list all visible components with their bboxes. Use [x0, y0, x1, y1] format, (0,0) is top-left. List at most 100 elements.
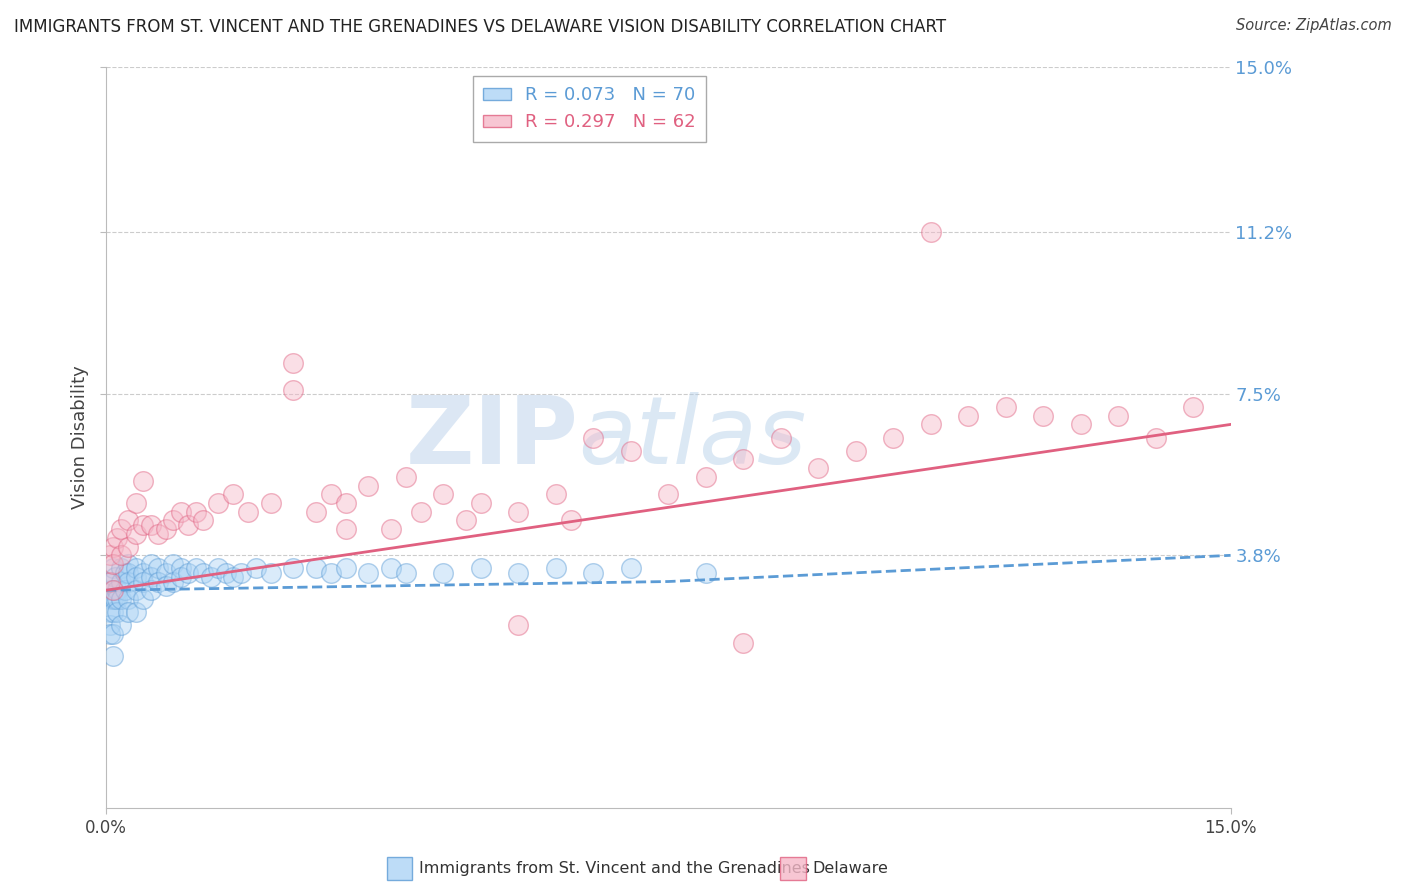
- Point: [103, 627, 125, 641]
- Point: [105, 583, 128, 598]
- Point: [1107, 409, 1129, 423]
- Point: [103, 583, 125, 598]
- Y-axis label: Vision Disability: Vision Disability: [72, 366, 89, 509]
- Point: [132, 566, 155, 580]
- Point: [222, 487, 245, 501]
- Point: [98, 549, 121, 563]
- Point: [260, 566, 283, 580]
- Point: [155, 579, 177, 593]
- Point: [200, 570, 222, 584]
- Point: [98, 592, 121, 607]
- Point: [148, 561, 170, 575]
- Point: [432, 566, 454, 580]
- Point: [470, 561, 492, 575]
- Point: [103, 592, 125, 607]
- Point: [769, 430, 792, 444]
- Point: [117, 566, 139, 580]
- Point: [98, 583, 121, 598]
- Point: [104, 570, 127, 584]
- Point: [319, 566, 342, 580]
- Point: [162, 574, 184, 589]
- Point: [184, 561, 207, 575]
- Point: [103, 557, 125, 571]
- Point: [98, 618, 121, 632]
- Point: [139, 517, 162, 532]
- Point: [508, 566, 530, 580]
- Point: [139, 570, 162, 584]
- Point: [695, 566, 717, 580]
- Point: [582, 566, 605, 580]
- Point: [283, 383, 305, 397]
- Text: atlas: atlas: [578, 392, 807, 483]
- Point: [155, 566, 177, 580]
- Point: [162, 557, 184, 571]
- Point: [98, 627, 121, 641]
- Point: [222, 570, 245, 584]
- Point: [103, 561, 125, 575]
- Point: [155, 522, 177, 536]
- Point: [132, 474, 155, 488]
- Point: [283, 561, 305, 575]
- Point: [110, 618, 132, 632]
- Point: [695, 470, 717, 484]
- Point: [335, 561, 357, 575]
- Point: [215, 566, 238, 580]
- Point: [920, 226, 942, 240]
- Point: [125, 561, 148, 575]
- Point: [98, 574, 121, 589]
- Point: [733, 635, 755, 649]
- Point: [125, 605, 148, 619]
- Point: [101, 574, 124, 589]
- Point: [882, 430, 904, 444]
- Point: [1182, 400, 1205, 414]
- Point: [117, 557, 139, 571]
- Point: [110, 561, 132, 575]
- Point: [98, 605, 121, 619]
- Point: [620, 443, 643, 458]
- Point: [110, 574, 132, 589]
- Point: [105, 592, 128, 607]
- Point: [582, 430, 605, 444]
- Point: [357, 566, 380, 580]
- Point: [117, 513, 139, 527]
- Point: [207, 561, 229, 575]
- Point: [139, 557, 162, 571]
- Point: [305, 505, 328, 519]
- Point: [117, 592, 139, 607]
- Point: [470, 496, 492, 510]
- Point: [380, 561, 402, 575]
- Point: [238, 505, 260, 519]
- Point: [117, 574, 139, 589]
- Point: [162, 513, 184, 527]
- Point: [110, 592, 132, 607]
- Point: [994, 400, 1017, 414]
- Point: [957, 409, 980, 423]
- Point: [283, 356, 305, 370]
- Point: [103, 583, 125, 598]
- Point: [103, 540, 125, 554]
- Point: [125, 496, 148, 510]
- Point: [148, 574, 170, 589]
- Text: Immigrants from St. Vincent and the Grenadines: Immigrants from St. Vincent and the Gren…: [419, 862, 810, 876]
- Point: [245, 561, 267, 575]
- Point: [125, 526, 148, 541]
- Point: [380, 522, 402, 536]
- Point: [125, 583, 148, 598]
- Point: [508, 505, 530, 519]
- Point: [170, 505, 193, 519]
- Point: [105, 531, 128, 545]
- Point: [184, 505, 207, 519]
- Point: [110, 522, 132, 536]
- Point: [544, 561, 567, 575]
- Point: [132, 574, 155, 589]
- Point: [305, 561, 328, 575]
- Point: [114, 583, 136, 598]
- Point: [193, 566, 215, 580]
- Point: [409, 505, 432, 519]
- Point: [103, 648, 125, 663]
- Point: [920, 417, 942, 432]
- Point: [845, 443, 868, 458]
- Point: [1032, 409, 1054, 423]
- Point: [125, 570, 148, 584]
- Point: [335, 496, 357, 510]
